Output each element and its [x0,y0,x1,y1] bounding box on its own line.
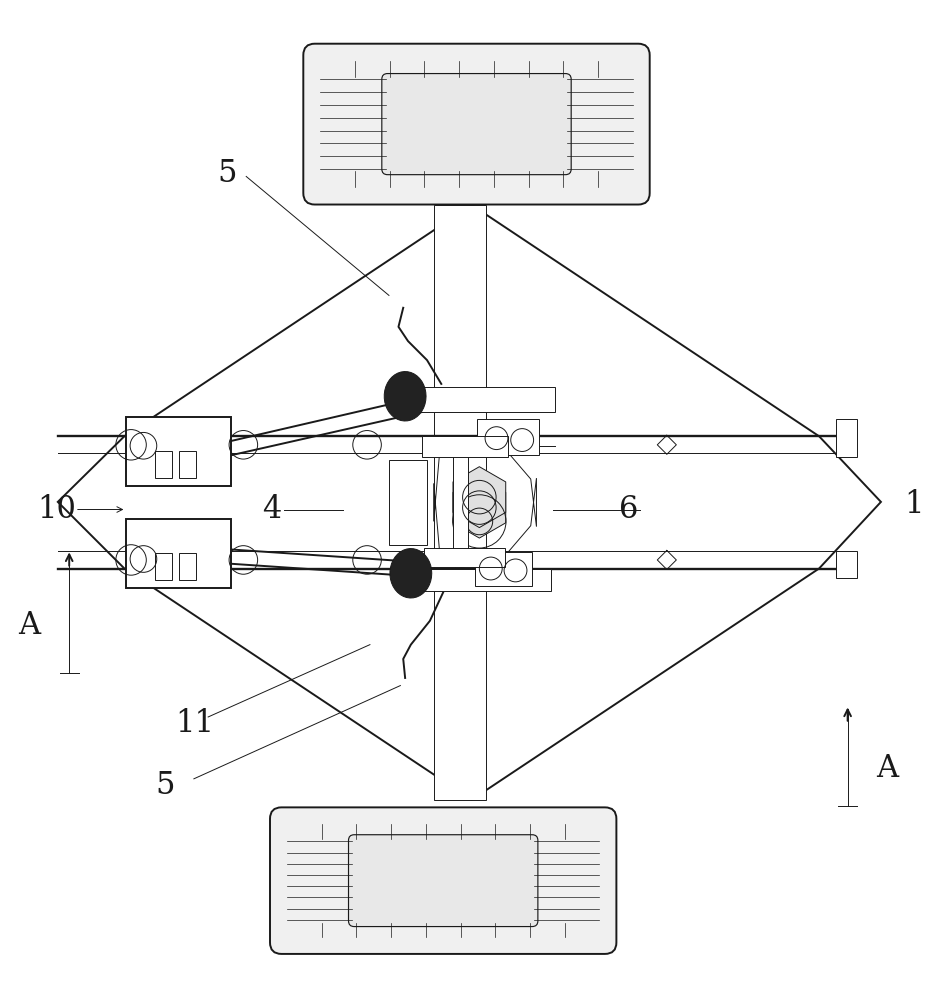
Bar [388,460,426,545]
Bar [403,387,555,412]
Bar [154,451,171,478]
FancyBboxPatch shape [303,44,649,205]
Bar [424,548,505,567]
Text: A: A [876,753,898,784]
Text: 10: 10 [37,494,75,525]
Text: 5: 5 [155,770,175,801]
Text: 11: 11 [174,708,213,739]
Bar [452,450,467,555]
Bar [178,451,195,478]
Bar [474,552,531,586]
Bar [477,419,539,455]
Bar [422,436,507,457]
Text: A: A [18,610,40,641]
FancyBboxPatch shape [348,835,537,927]
Bar [127,519,230,588]
Text: 5: 5 [217,158,237,189]
FancyBboxPatch shape [269,807,616,954]
Text: 6: 6 [619,494,638,525]
Bar [407,569,550,591]
Bar [434,205,486,800]
Bar [835,419,856,457]
Bar [154,553,171,580]
Polygon shape [389,549,431,598]
FancyBboxPatch shape [382,74,570,175]
Bar [178,553,195,580]
Polygon shape [452,467,506,528]
Bar [835,551,856,578]
Polygon shape [452,477,506,538]
Text: 4: 4 [262,494,282,525]
Polygon shape [384,372,426,421]
Bar [127,417,230,486]
Text: 1: 1 [903,489,923,520]
